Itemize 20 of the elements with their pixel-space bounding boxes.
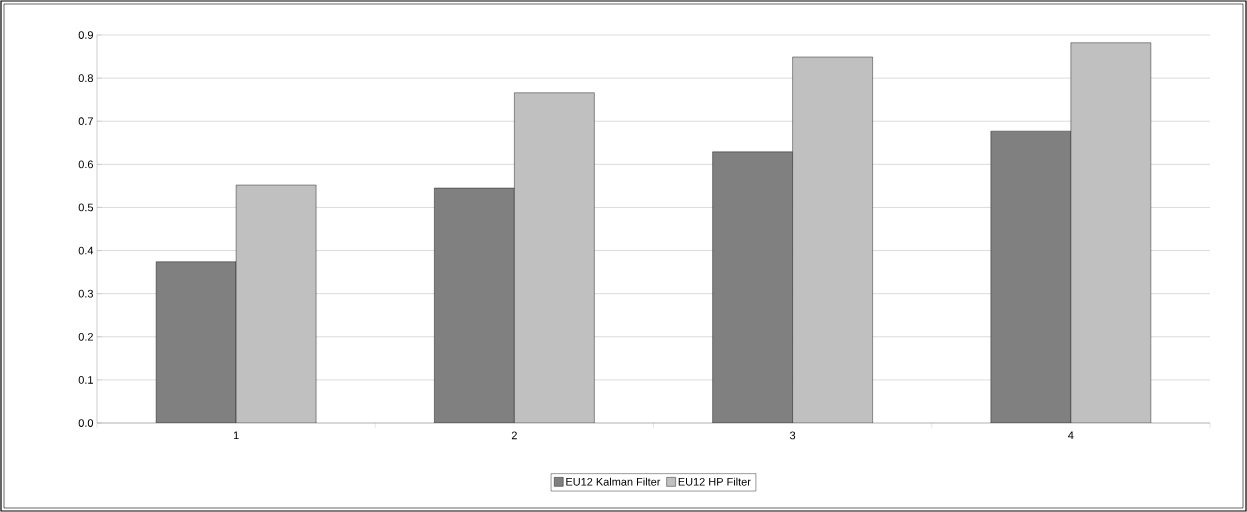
bar <box>1070 42 1152 423</box>
bar <box>792 56 873 423</box>
x-tick-label: 2 <box>511 431 517 440</box>
y-tick-label: 0.6 <box>78 160 93 169</box>
bar <box>235 184 317 423</box>
legend-label: EU12 Kalman Filter <box>566 477 661 486</box>
y-tick-label: 0.0 <box>78 419 94 427</box>
y-tick-label: 0.4 <box>78 246 94 255</box>
x-tick-label: 3 <box>789 431 796 440</box>
x-tick-label: 1 <box>233 431 239 440</box>
y-tick-label: 0.9 <box>78 31 93 39</box>
y-tick-label: 0.7 <box>78 117 93 126</box>
y-tick-label: 0.3 <box>78 289 93 298</box>
y-tick-label: 0.5 <box>78 203 94 212</box>
y-tick-label: 0.1 <box>78 376 93 384</box>
bar <box>514 92 595 423</box>
y-tick-label: 0.8 <box>78 74 93 82</box>
y-tick-label: 0.2 <box>78 332 93 341</box>
legend-label: EU12 HP Filter <box>678 477 751 486</box>
x-tick-label: 4 <box>1068 431 1074 440</box>
